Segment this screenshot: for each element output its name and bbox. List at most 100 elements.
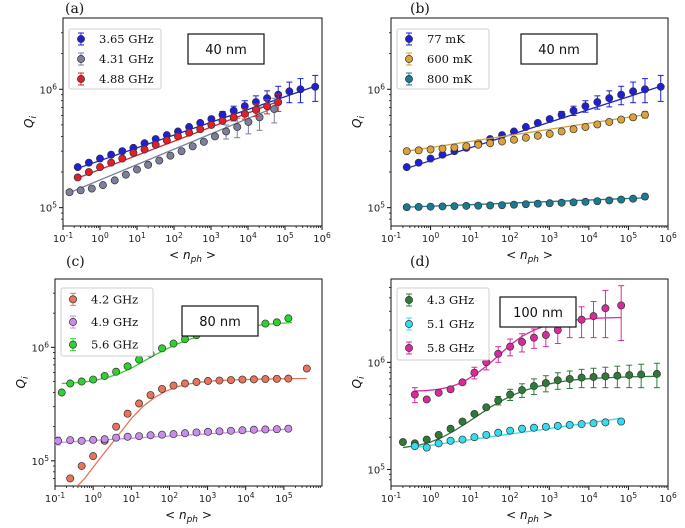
- data-point: [533, 199, 542, 208]
- data-point: [557, 110, 566, 119]
- x-tick-label: 100: [91, 231, 109, 245]
- data-point: [146, 391, 155, 399]
- data-point: [450, 143, 459, 152]
- data-point: [518, 337, 526, 346]
- data-point: [249, 425, 258, 434]
- data-point: [65, 188, 74, 197]
- data-point: [410, 442, 419, 451]
- data-point: [76, 186, 85, 195]
- data-point: [601, 418, 610, 427]
- data-point: [482, 430, 491, 439]
- data-point: [629, 113, 638, 122]
- thickness-label: 80 nm: [199, 315, 241, 330]
- thickness-label: 100 nm: [513, 306, 563, 321]
- data-point: [545, 199, 554, 208]
- data-point: [414, 146, 423, 155]
- data-point: [533, 118, 542, 127]
- x-axis-label: < nph >: [169, 248, 216, 265]
- data-point: [541, 331, 550, 339]
- data-point: [617, 417, 626, 426]
- data-point: [589, 419, 598, 428]
- series-800-mK: [402, 192, 649, 212]
- data-point: [177, 147, 186, 156]
- series-4.31-GHz: [65, 97, 279, 197]
- data-point: [84, 158, 93, 167]
- y-tick-label: 105: [367, 462, 385, 476]
- legend-marker: [69, 318, 77, 326]
- series-4.2-GHz: [66, 364, 311, 486]
- legend-box: [396, 28, 490, 90]
- data-point: [285, 87, 294, 96]
- data-point: [162, 136, 171, 145]
- data-point: [87, 184, 96, 193]
- thickness-label: 40 nm: [205, 43, 247, 58]
- fit-line: [69, 107, 275, 194]
- legend-marker: [77, 75, 85, 83]
- data-point: [494, 349, 503, 358]
- data-point: [605, 94, 614, 103]
- thickness-label: 40 nm: [538, 43, 580, 58]
- thickness-box: [499, 296, 577, 328]
- data-point: [169, 430, 178, 439]
- x-tick-label: 10-1: [45, 491, 65, 505]
- data-point: [565, 421, 574, 429]
- x-tick-label: 103: [202, 231, 220, 245]
- legend-label: 5.8 GHz: [427, 341, 474, 355]
- legend-label: 3.65 GHz: [99, 32, 154, 46]
- fit-line: [406, 85, 661, 169]
- data-point: [272, 374, 281, 383]
- data-point: [605, 196, 614, 205]
- data-point: [207, 120, 216, 129]
- data-point: [402, 163, 411, 172]
- panel-label: (b): [410, 1, 430, 17]
- data-point: [458, 417, 467, 426]
- data-point: [274, 98, 283, 107]
- x-axis-label: < nph >: [506, 508, 553, 525]
- x-tick-label: 104: [237, 491, 255, 505]
- data-point: [100, 371, 109, 380]
- data-point: [521, 133, 530, 142]
- x-tick-label: 102: [165, 231, 183, 245]
- data-point: [77, 436, 86, 445]
- data-point: [261, 319, 270, 328]
- data-point: [158, 344, 166, 353]
- data-point: [434, 439, 443, 448]
- data-point: [450, 202, 459, 211]
- x-tick-label: 105: [276, 231, 294, 245]
- x-tick-label: 102: [161, 491, 179, 505]
- legend-marker: [69, 340, 77, 349]
- plot-frame: [390, 17, 669, 227]
- legend-box: [68, 28, 162, 90]
- data-point: [494, 396, 503, 405]
- data-point: [518, 424, 526, 433]
- data-point: [158, 384, 166, 393]
- thickness-box: [520, 33, 598, 65]
- data-point: [625, 371, 634, 380]
- data-point: [144, 160, 153, 169]
- data-point: [482, 403, 491, 412]
- x-tick-label: 103: [199, 491, 217, 505]
- data-point: [218, 117, 227, 125]
- data-point: [577, 373, 586, 382]
- data-point: [89, 452, 98, 461]
- data-point: [222, 127, 231, 136]
- data-point: [498, 137, 506, 146]
- thickness-box: [187, 33, 265, 65]
- data-point: [581, 197, 590, 206]
- data-point: [474, 140, 483, 149]
- data-point: [204, 377, 212, 385]
- x-tick-label: 104: [580, 491, 598, 505]
- legend-marker: [69, 295, 77, 304]
- data-point: [629, 194, 638, 203]
- y-tick-label: 106: [39, 82, 57, 96]
- data-point: [112, 433, 121, 442]
- x-tick-label: 101: [461, 231, 479, 245]
- data-point: [422, 395, 431, 404]
- series-4.88-GHz: [73, 93, 283, 182]
- legend-marker: [405, 296, 413, 304]
- legend-marker: [405, 35, 413, 43]
- data-point: [458, 378, 467, 387]
- data-point: [238, 375, 247, 384]
- panel-c: 10-1 100 101 102 103 104 105 105 106 < nph > Qi (c)…: [14, 254, 323, 525]
- y-axis-label: Qi: [350, 116, 367, 128]
